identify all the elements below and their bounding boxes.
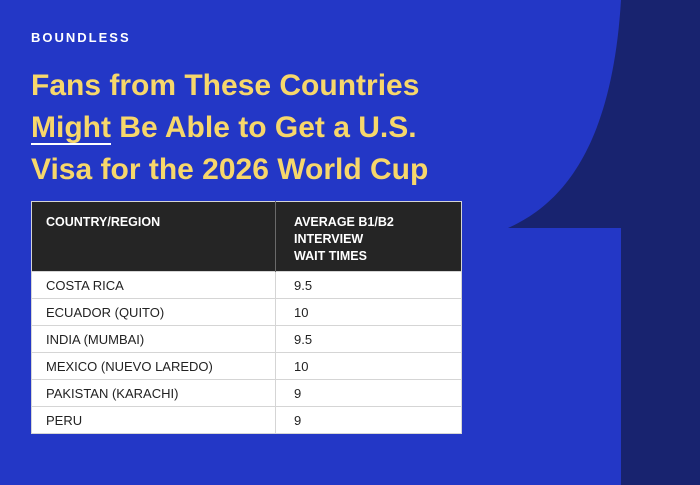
table-row: MEXICO (NUEVO LAREDO) 10 (31, 352, 462, 380)
wait-times-table: COUNTRY/REGION AVERAGE B1/B2 INTERVIEW W… (31, 201, 462, 434)
column-header-wait-line-3: WAIT TIMES (294, 249, 367, 263)
wait-time-cell: 9 (275, 406, 462, 434)
table-header-row: COUNTRY/REGION AVERAGE B1/B2 INTERVIEW W… (31, 201, 462, 272)
title-emphasis-word: Might (31, 107, 111, 149)
wait-time-cell: 10 (275, 352, 462, 380)
table-row: PAKISTAN (KARACHI) 9 (31, 379, 462, 407)
wait-time-cell: 9.5 (275, 325, 462, 353)
country-cell: PAKISTAN (KARACHI) (31, 379, 276, 407)
country-cell: PERU (31, 406, 276, 434)
table-row: INDIA (MUMBAI) 9.5 (31, 325, 462, 353)
country-cell: INDIA (MUMBAI) (31, 325, 276, 353)
column-header-country: COUNTRY/REGION (31, 201, 276, 272)
wait-time-cell: 9.5 (275, 271, 462, 299)
title-line-3: Visa for the 2026 World Cup (31, 153, 429, 186)
wait-time-cell: 9 (275, 379, 462, 407)
table-row: ECUADOR (QUITO) 10 (31, 298, 462, 326)
title-line-2: Might Be Able to Get a U.S. (31, 107, 511, 149)
title-line-2-rest: Be Able to Get a U.S. (110, 111, 417, 144)
column-header-wait-line-1: AVERAGE B1/B2 (294, 215, 394, 229)
country-cell: MEXICO (NUEVO LAREDO) (31, 352, 276, 380)
page-title: Fans from These Countries Might Be Able … (31, 65, 511, 191)
column-header-wait-times: AVERAGE B1/B2 INTERVIEW WAIT TIMES (275, 201, 462, 272)
column-header-wait-line-2: INTERVIEW (294, 232, 364, 246)
table-row: COSTA RICA 9.5 (31, 271, 462, 299)
wait-time-cell: 10 (275, 298, 462, 326)
table-row: PERU 9 (31, 406, 462, 434)
brand-logo: BOUNDLESS (31, 30, 131, 45)
country-cell: ECUADOR (QUITO) (31, 298, 276, 326)
title-line-1: Fans from These Countries (31, 69, 420, 102)
country-cell: COSTA RICA (31, 271, 276, 299)
